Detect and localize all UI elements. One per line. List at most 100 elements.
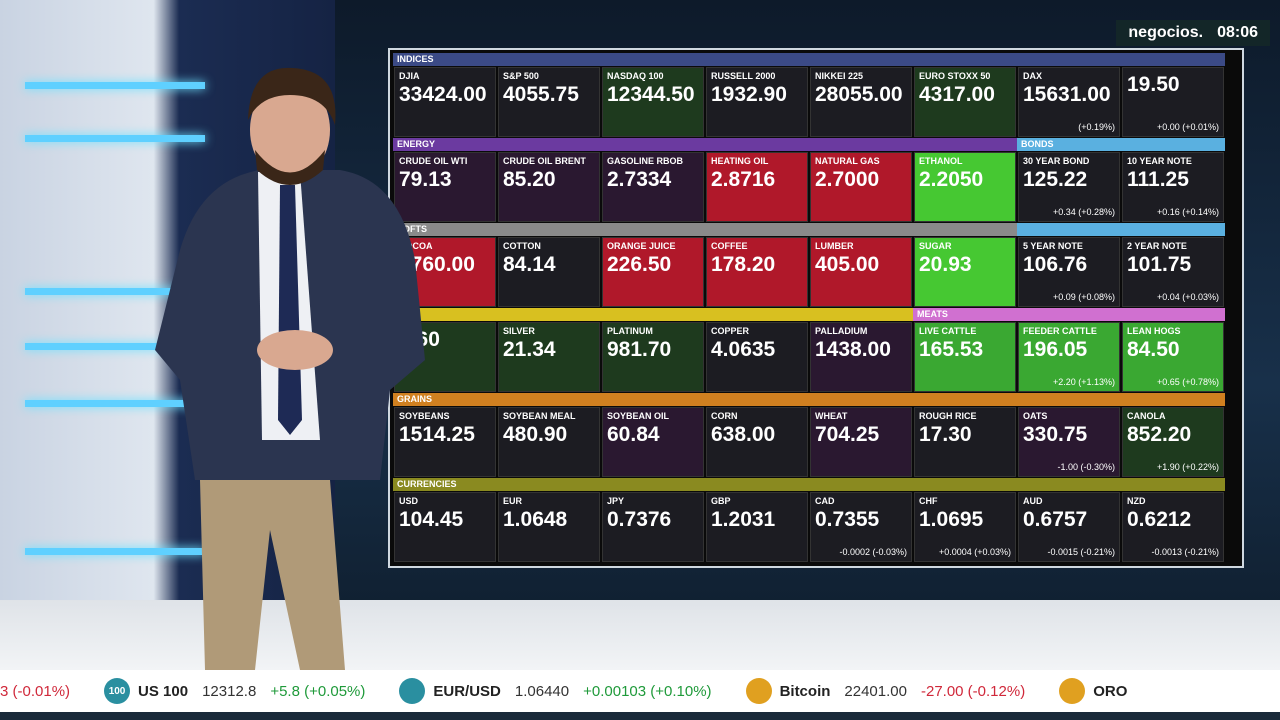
quote-name: DAX [1023,71,1043,81]
quote-tile: NZD 0.6212 -0.0013 (-0.21%) [1122,492,1224,562]
tile-row: CRUDE OIL WTI 79.13 CRUDE OIL BRENT 85.20 GA… [393,151,1017,223]
quote-tile: CRUDE OIL BRENT 85.20 [498,152,600,222]
quote-name: 30 YEAR BOND [1023,156,1090,166]
quote-price: 178.20 [711,253,776,276]
hands [257,330,333,370]
ticker-item: Bitcoin 22401.00 -27.00 (-0.12%) [745,678,1026,704]
section-header: SOFTS [393,223,1017,236]
quote-name: RUSSELL 2000 [711,71,776,81]
quote-tile: USD 104.45 [394,492,496,562]
quote-tile: JPY 0.7376 [602,492,704,562]
board-row: CURRENCIES USD 104.45 EUR 1.0648 JPY 0.7376 GBP… [393,478,1239,563]
quote-tile: NIKKEI 225 28055.00 [810,67,912,137]
quote-name: GBP [711,496,731,506]
quote-change: +2.20 (+1.13%) [1052,377,1115,387]
board-row: 9.60SILVER21.34PLATINUM981.70COPPER4.063… [393,308,1239,393]
quote-price: 2.2050 [919,168,984,191]
light-stripe [25,400,205,407]
quote-name: NATURAL GAS [815,156,880,166]
light-stripe [25,288,205,295]
quote-price: 106.76 [1023,253,1088,276]
quote-name: GASOLINE RBOB [607,156,684,166]
quote-change: (+0.19%) [1078,122,1115,132]
tie [278,185,302,435]
tile-row: USD 104.45 EUR 1.0648 JPY 0.7376 GBP 1.2031 CAD 0… [393,491,1225,563]
quote-tile: LIVE CATTLE 165.53 [914,322,1016,392]
quote-price: 2760.00 [399,253,475,276]
quote-price: 0.7376 [607,508,672,531]
quote-tile: ETHANOL 2.2050 [914,152,1016,222]
quote-tile: 19.50 +0.00 (+0.01%) [1122,67,1224,137]
quote-name: WHEAT [815,411,848,421]
quote-name: PALLADIUM [815,326,868,336]
tile-row: 5 YEAR NOTE 106.76 +0.09 (+0.08%) 2 YEAR NO… [1017,236,1225,308]
tile-row: 30 YEAR BOND 125.22 +0.34 (+0.28%) 10 YEAR … [1017,151,1225,223]
quote-tile: GBP 1.2031 [706,492,808,562]
ticker-price: 12312.8 [202,682,257,700]
quote-price: 0.6212 [1127,508,1192,531]
quote-name: EUR [503,496,523,506]
quote-name: JPY [607,496,625,506]
ticker-icon [745,678,772,704]
quote-price: 12344.50 [607,83,695,106]
ticker-price: 1.06440 [514,682,570,700]
quote-name: COTTON [503,241,541,251]
quote-change: -0.0002 (-0.03%) [839,547,907,557]
quote-tile: EURO STOXX 50 4317.00 [914,67,1016,137]
quote-price: 4055.75 [503,83,579,106]
quote-price: 85.20 [503,168,556,191]
board-row: ENERGY CRUDE OIL WTI 79.13 CRUDE OIL BRENT 8… [393,138,1239,223]
quote-tile: CANOLA 852.20 +1.90 (+0.22%) [1122,407,1224,477]
quote-change: +0.09 (+0.08%) [1052,292,1115,302]
light-stripe [25,82,205,89]
quote-price: 226.50 [607,253,672,276]
quote-price: 111.25 [1127,168,1189,191]
quote-tile: RUSSELL 2000 1932.90 [706,67,808,137]
quote-change: +0.65 (+0.78%) [1156,377,1219,387]
ticker-change: -27.00 (-0.12%) [920,682,1026,700]
section-header: BONDS [1017,138,1225,151]
quote-tile: AUD 0.6757 -0.0015 (-0.21%) [1018,492,1120,562]
quote-name: COPPER [711,326,750,336]
presenter [155,67,425,670]
section: ENERGY CRUDE OIL WTI 79.13 CRUDE OIL BRENT 8… [393,138,1017,223]
quote-name: ORANGE JUICE [607,241,676,251]
clock: 08:06 [1217,24,1258,41]
ticker-change: +5.8 (+0.05%) [270,682,366,700]
quote-name: CAD [815,496,835,506]
ticker-name: ORO [1093,682,1128,700]
quote-price: 704.25 [815,423,880,446]
quote-name: COCOA [399,241,433,251]
ticker-item: 100 US 100 12312.8 +5.8 (+0.05%) [104,678,365,704]
quote-tile: 5 YEAR NOTE 106.76 +0.09 (+0.08%) [1018,237,1120,307]
light-stripe [25,548,205,555]
section-header: ENERGY [393,138,1017,151]
quote-change: -1.00 (-0.30%) [1057,462,1115,472]
quote-name: ROUGH RICE [919,411,977,421]
quote-name: LIVE CATTLE [919,326,977,336]
section: INDICES DJIA 33424.00 S&P 500 4055.75 NASDAQ … [393,53,1225,138]
quote-tile: ORANGE JUICE 226.50 [602,237,704,307]
quote-change: +0.34 (+0.28%) [1052,207,1115,217]
quote-change: +0.16 (+0.14%) [1156,207,1219,217]
quote-price: 84.50 [1127,338,1180,361]
quote-price: 0.7355 [815,508,880,531]
quote-tile: LUMBER 405.00 [810,237,912,307]
quote-tile: LEAN HOGS 84.50 +0.65 (+0.78%) [1122,322,1224,392]
tile-row: SOYBEANS 1514.25 SOYBEAN MEAL 480.90 SOYBEAN… [393,406,1225,478]
bottom-strip [0,712,1280,720]
face [250,80,330,180]
quote-tile: S&P 500 4055.75 [498,67,600,137]
quote-price: 4317.00 [919,83,995,106]
ticker-item: ORO [1059,678,1141,704]
quote-tile: CRUDE OIL WTI 79.13 [394,152,496,222]
ticker-icon [1059,678,1086,704]
quote-tile: HEATING OIL 2.8716 [706,152,808,222]
quote-name: SILVER [503,326,535,336]
quote-price: 21.34 [503,338,556,361]
quote-name: ETHANOL [919,156,963,166]
section-header: CURRENCIES [393,478,1225,491]
tile-row: DJIA 33424.00 S&P 500 4055.75 NASDAQ 100 1234… [393,66,1225,138]
quote-tile: 2 YEAR NOTE 101.75 +0.04 (+0.03%) [1122,237,1224,307]
